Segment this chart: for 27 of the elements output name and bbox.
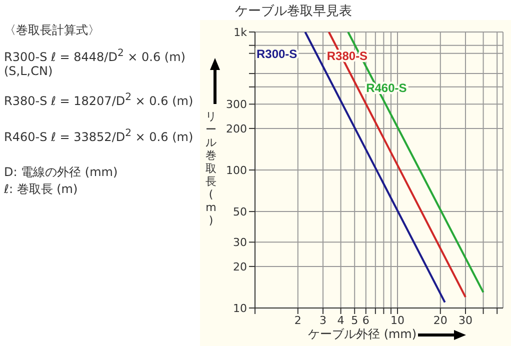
x-tick-label: 2 xyxy=(294,314,302,327)
text: 〈巻取長計算式〉 xyxy=(4,23,100,37)
text: R380-S ℓ = 18207/D$^{2}$ × 0.6 (m) xyxy=(4,92,194,108)
y-tick-label: 50 xyxy=(233,205,247,218)
chart-title: ケーブル巻取早見表 xyxy=(235,4,352,19)
text: R460-S ℓ = 33852/D$^{2}$ × 0.6 (m) xyxy=(4,128,194,144)
y-tick-label: 30 xyxy=(233,236,247,250)
text: (S,L,CN) xyxy=(4,64,53,78)
x-tick-label: 20 xyxy=(433,314,448,327)
text: リール巻取長 (m) xyxy=(206,110,216,227)
text: D: 電線の外径 (mm) xyxy=(4,165,118,179)
x-tick-label: 6 xyxy=(362,314,370,327)
x-tick-label: 10 xyxy=(390,314,404,327)
y-tick-label: 300 xyxy=(226,98,247,112)
x-tick-label: 4 xyxy=(337,314,344,327)
x-tick-label: 30 xyxy=(458,314,472,327)
x-tick-label: 5 xyxy=(351,314,358,327)
x-tick-label: 3 xyxy=(319,314,326,327)
text: ℓ: 巻取長 (m) xyxy=(4,182,78,196)
y-tick-label: 100 xyxy=(226,164,247,177)
text: R300-S ℓ = 8448/D$^{2}$ × 0.6 (m) xyxy=(4,48,186,64)
y-tick-label: 200 xyxy=(226,122,247,136)
y-tick-label: 10 xyxy=(233,302,247,315)
series-label: R300-S xyxy=(256,47,298,61)
y-tick-label: 1k xyxy=(234,26,248,39)
y-tick-label: 20 xyxy=(233,260,247,274)
x-axis-title: ケーブル外径 (mm) xyxy=(308,327,417,341)
